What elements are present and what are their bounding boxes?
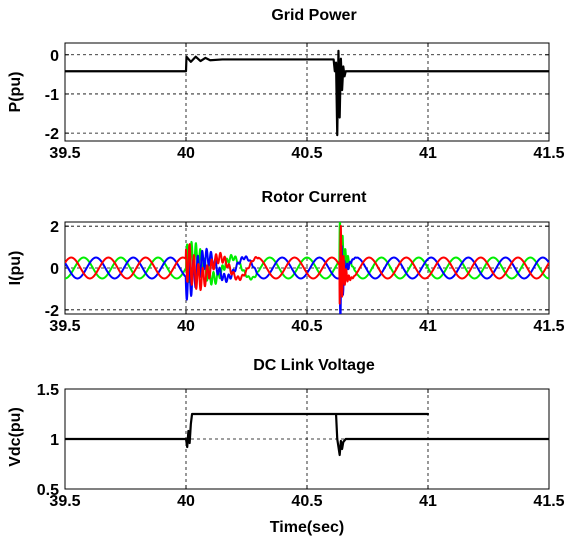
y-tick-label: 1.5 [37, 382, 59, 399]
x-tick-labels: 39.5 40 40.5 41 41.5 [49, 493, 564, 510]
y-tick-label: 2 [50, 219, 59, 236]
x-tick-label: 41 [419, 145, 437, 162]
x-tick-label: 41 [419, 493, 437, 510]
x-tick-label: 40.5 [291, 145, 322, 162]
panel-title: Rotor Current [262, 189, 368, 206]
y-tick-labels: 1.5 1 0.5 [37, 382, 59, 499]
x-tick-label: 40.5 [291, 318, 322, 335]
series-layer [65, 49, 549, 137]
x-tick-label: 39.5 [49, 493, 80, 510]
x-tick-labels: 39.5 40 40.5 41 41.5 [49, 318, 564, 335]
x-tick-label: 40 [177, 145, 195, 162]
x-tick-label: 41.5 [533, 318, 564, 335]
series-line-1 [65, 412, 549, 457]
panel-title: DC Link Voltage [253, 357, 375, 374]
y-tick-label: -2 [45, 126, 59, 143]
x-tick-label: 40.5 [291, 493, 322, 510]
y-tick-label: 0 [50, 48, 59, 65]
x-tick-label: 40 [177, 318, 195, 335]
grid-lines [65, 222, 549, 314]
panel-grid-power: Grid Power 39.5 40 40.5 41 41.5 0 -1 -2 P(pu) [7, 7, 565, 162]
y-tick-label: 0 [50, 261, 59, 278]
x-tick-labels: 39.5 40 40.5 41 41.5 [49, 145, 564, 162]
series-line-3 [65, 224, 549, 305]
x-tick-label: 39.5 [49, 318, 80, 335]
x-axis-label: Time(sec) [270, 519, 344, 536]
tick-marks [64, 43, 550, 141]
series-layer [65, 412, 549, 457]
y-axis-label: P(pu) [7, 72, 24, 113]
y-tick-label: -1 [45, 87, 59, 104]
x-tick-label: 39.5 [49, 145, 80, 162]
y-axis-label: I(pu) [7, 251, 24, 286]
x-tick-label: 40 [177, 493, 195, 510]
y-tick-label: -2 [45, 303, 59, 320]
x-tick-label: 41.5 [533, 493, 564, 510]
grid-lines [65, 43, 549, 141]
y-tick-label: 1 [50, 432, 59, 449]
x-tick-label: 41 [419, 318, 437, 335]
panel-dc-link-voltage: DC Link Voltage 39.5 40 40.5 41 41.5 1.5 1 0.5… [7, 357, 565, 536]
tick-marks [64, 222, 550, 314]
y-tick-labels: 2 0 -2 [45, 219, 59, 320]
y-tick-labels: 0 -1 -2 [45, 48, 59, 143]
series-layer [65, 222, 549, 314]
panel-title: Grid Power [271, 7, 356, 24]
series-line-1 [65, 49, 549, 137]
y-axis-label: Vdc(pu) [7, 407, 24, 467]
panel-rotor-current: Rotor Current 39.5 40 40.5 41 41.5 2 0 -2 I(pu… [7, 189, 565, 335]
x-tick-label: 41.5 [533, 145, 564, 162]
y-tick-label: 0.5 [37, 482, 59, 499]
